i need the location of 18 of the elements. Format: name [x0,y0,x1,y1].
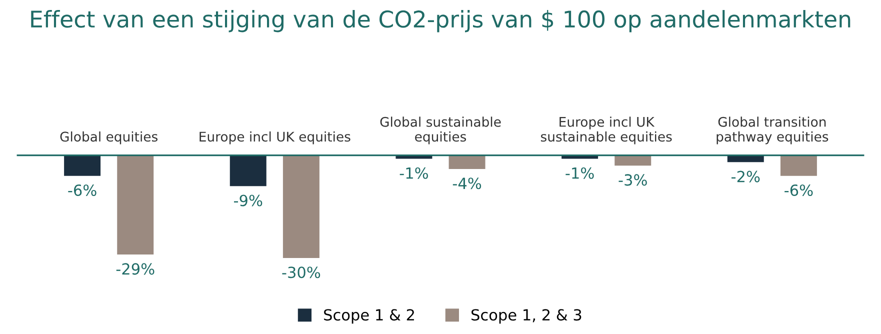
x-tick-label: Global equities [60,131,158,144]
data-label: -4% [452,178,482,190]
x-tick-label: Global transition pathway equities [716,116,828,144]
chart-title: Effect van een stijging van de CO2-prijs van $ 100 op aandelenmarkten [31,10,850,32]
data-label: -2% [732,170,760,182]
x-tick-label: Europe incl UK equities [200,131,350,144]
data-label: -30% [282,266,320,278]
data-label: -1% [400,167,428,179]
data-label: -29% [116,263,154,275]
data-label: -3% [618,174,647,186]
data-label: -1% [566,167,594,179]
x-tick-label: Global sustainable equities [380,116,501,144]
x-tick-label: Europe incl UK sustainable equities [540,116,672,144]
data-label: -6% [784,184,813,196]
data-label: -9% [234,194,262,206]
legend-label: Scope 1, 2 & 3 [472,309,582,324]
data-label: -6% [68,184,96,196]
legend-label: Scope 1 & 2 [324,309,414,324]
